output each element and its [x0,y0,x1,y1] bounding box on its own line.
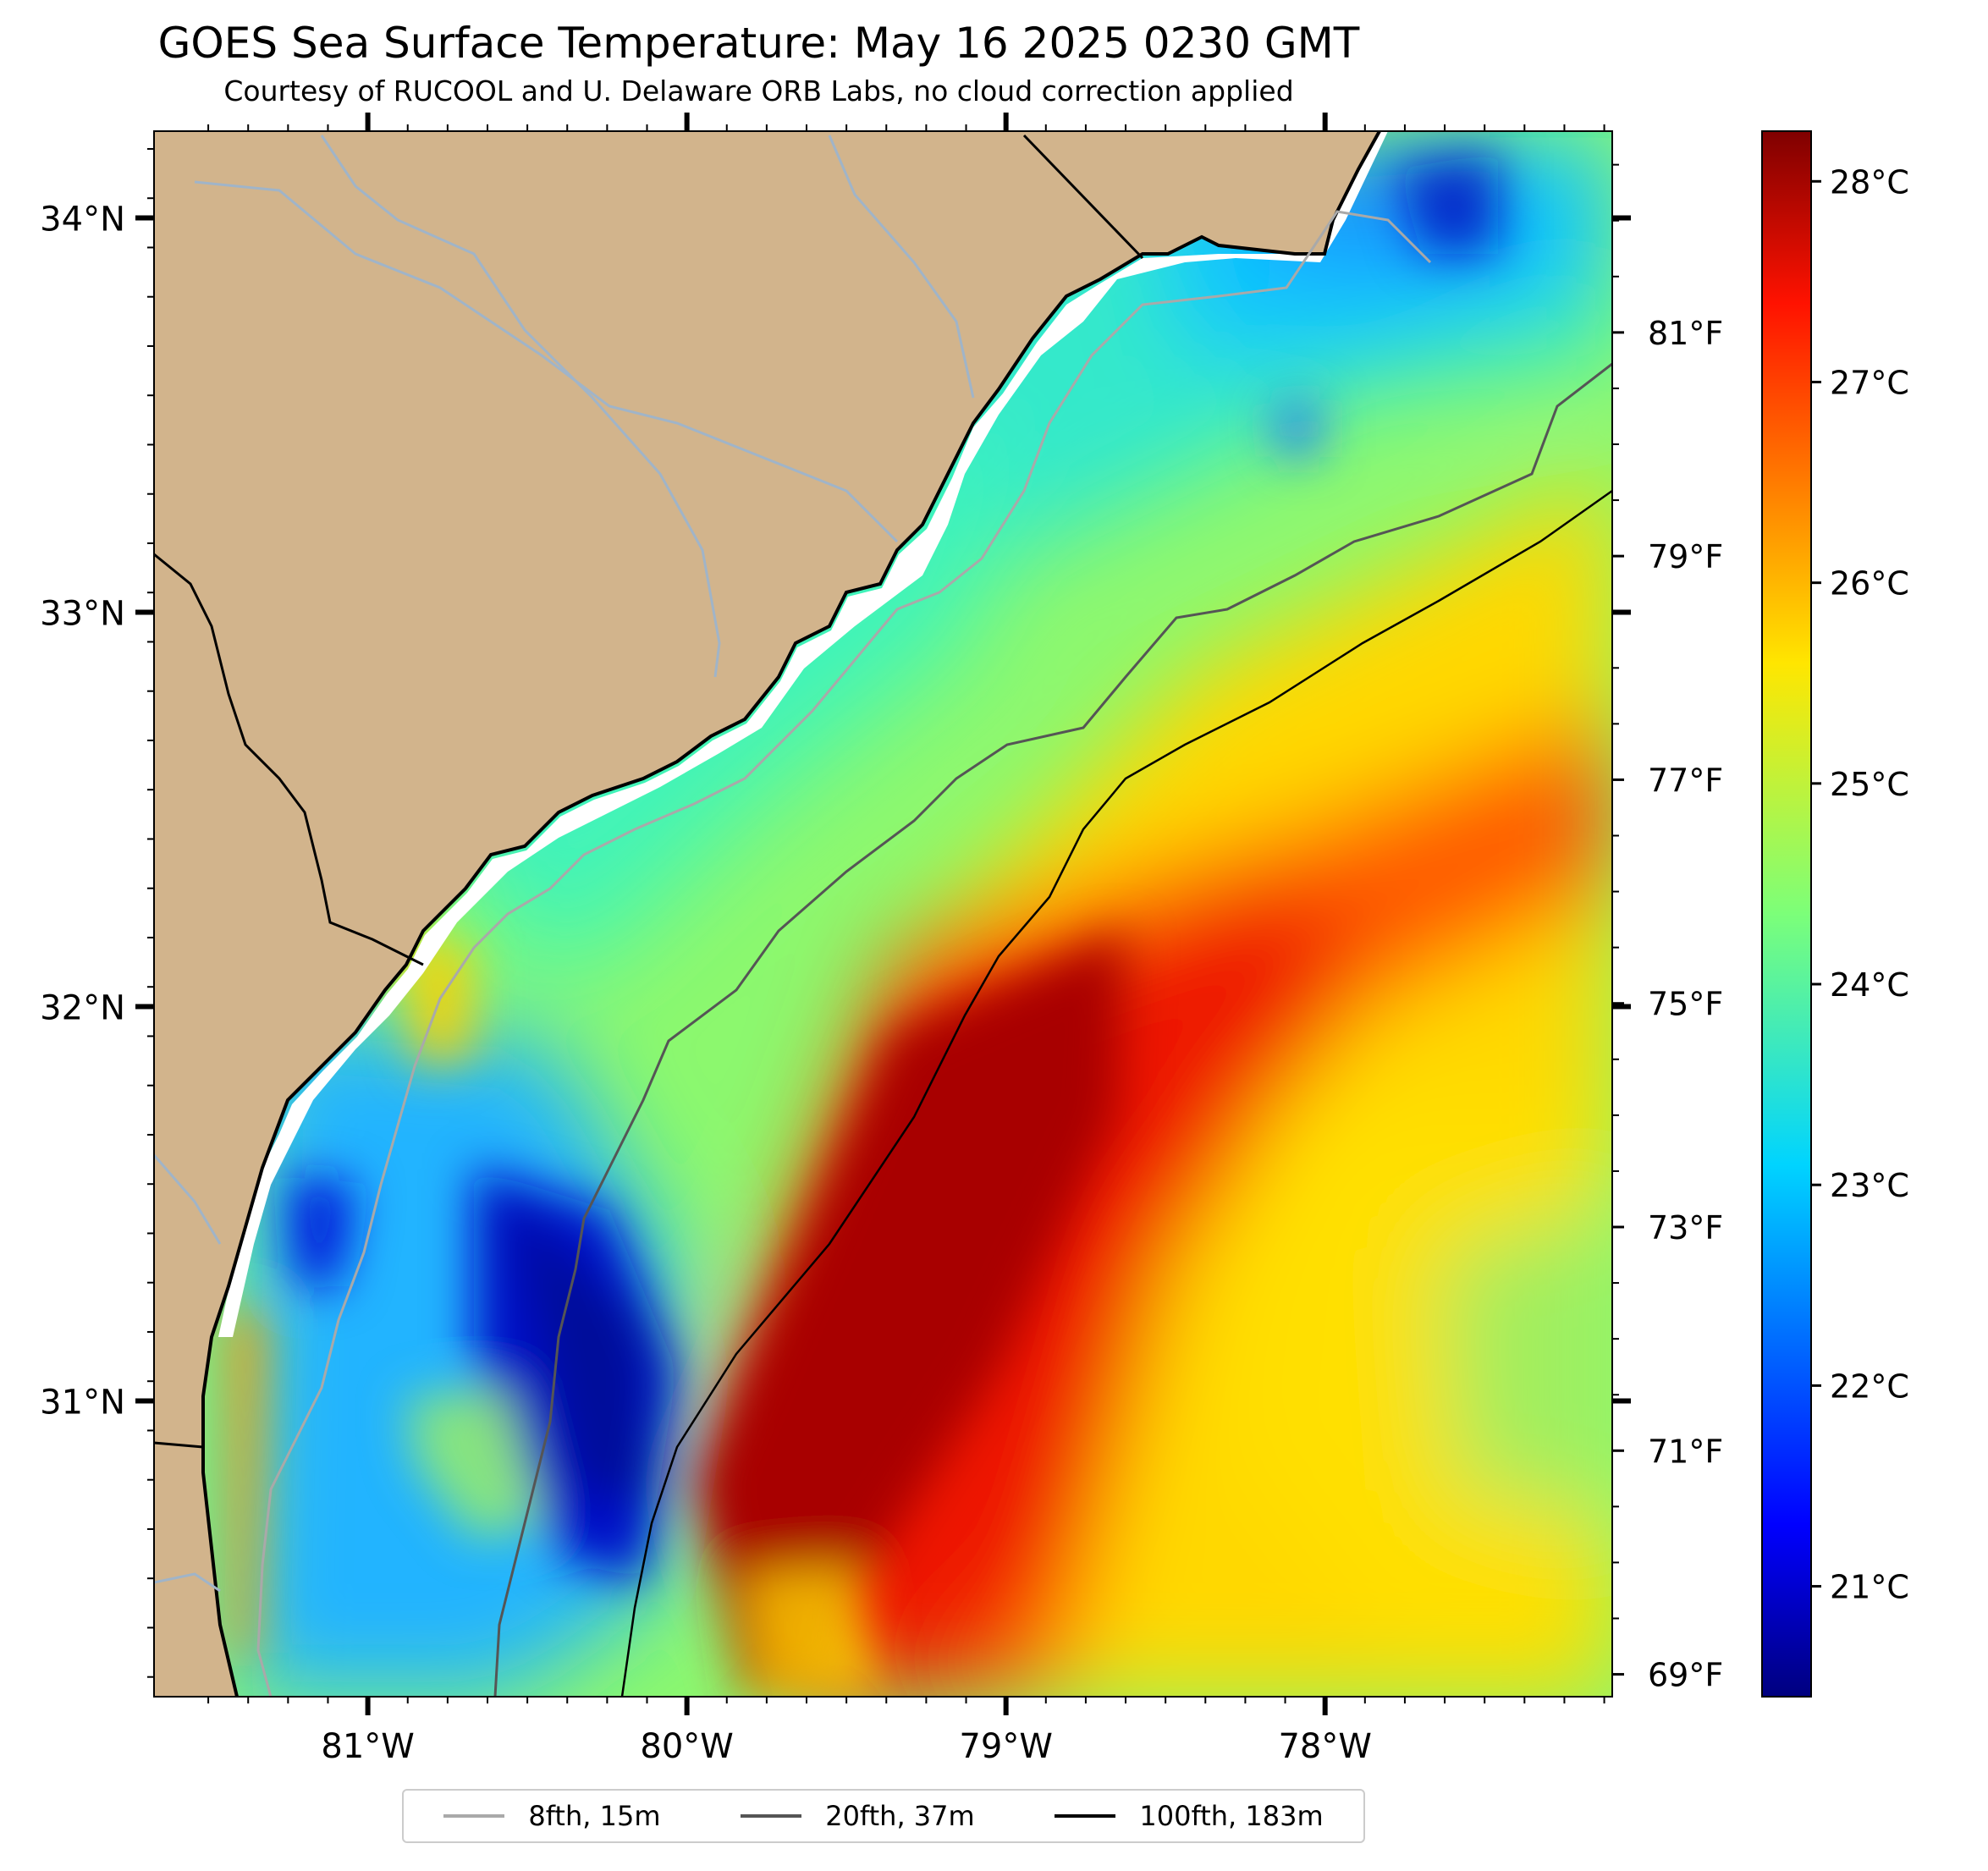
colorbar-tick-label: 25°C [1830,766,1909,803]
legend-item-100fth: 100fth, 183m [1055,1800,1324,1832]
colorbar-axis: 28°C 27°C 26°C 25°C 24°C 23°C 22°C 21°C [1811,163,1909,1606]
legend-item-20fth: 20fth, 37m [741,1800,975,1832]
colorbar-tick-label: 28°C [1830,163,1909,201]
legend-label-8fth: 8fth, 15m [528,1800,661,1832]
lon-tick-label: 79°W [959,1727,1052,1766]
fahrenheit-tick-label: 77°F [1648,762,1723,799]
plot-area [154,131,1612,1697]
colorbar-tick-label: 21°C [1830,1569,1909,1606]
legend-label-100fth: 100fth, 183m [1139,1800,1324,1832]
legend-swatch-8fth [443,1814,505,1818]
lat-tick-label: 34°N [40,201,125,239]
fahrenheit-axis: 81°F 79°F 77°F 75°F 73°F 71°F 69°F [1612,163,1723,1694]
fahrenheit-tick-label: 71°F [1648,1433,1723,1470]
coastline [201,131,1381,1697]
colorbar [1761,130,1812,1698]
map-title: GOES Sea Surface Temperature: May 16 202… [157,19,1360,68]
legend-swatch-20fth [741,1814,802,1818]
fahrenheit-tick-label: 79°F [1648,538,1723,575]
legend-swatch-100fth [1055,1814,1116,1818]
latitude-axis: 34°N 33°N 32°N 31°N [40,147,1631,1678]
fahrenheit-tick-label: 75°F [1648,986,1723,1023]
land [154,131,1379,1697]
fahrenheit-tick-label: 69°F [1648,1657,1723,1694]
longitude-axis: 81°W 80°W 79°W 78°W [207,113,1605,1766]
fahrenheit-tick-label: 81°F [1648,315,1723,352]
plot-frame [153,130,1613,1698]
fahrenheit-tick-label: 73°F [1648,1209,1723,1246]
legend-item-8fth: 8fth, 15m [443,1800,660,1832]
map-subtitle: Courtesy of RUCOOL and U. Delaware ORB L… [223,74,1294,107]
colorbar-tick-label: 22°C [1830,1367,1909,1405]
lon-tick-label: 80°W [640,1727,733,1766]
lat-tick-label: 33°N [40,595,125,634]
colorbar-tick-label: 26°C [1830,565,1909,603]
lon-tick-label: 78°W [1278,1727,1371,1766]
sst-detail [229,152,1498,1697]
lat-tick-label: 31°N [40,1384,125,1423]
isobath-100fth [620,489,1612,1697]
lon-tick-label: 81°W [321,1727,414,1766]
rivers [154,135,975,1593]
legend-label-20fth: 20fth, 37m [825,1800,975,1832]
colorbar-tick-label: 27°C [1830,364,1909,401]
isobath-legend: 8fth, 15m 20fth, 37m 100fth, 183m [402,1789,1365,1843]
lat-tick-label: 32°N [40,989,125,1028]
colorbar-tick-label: 23°C [1830,1167,1909,1204]
isobath-20fth [493,362,1612,1697]
colorbar-tick-label: 24°C [1830,966,1909,1004]
state-boundaries [154,134,1144,1449]
isobath-8fth [256,210,1432,1697]
